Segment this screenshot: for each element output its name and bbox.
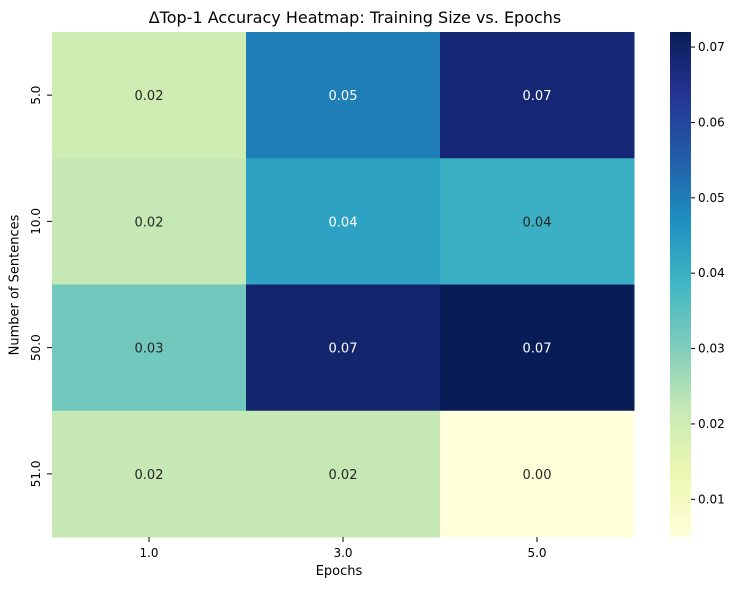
- heatmap-cell: [440, 158, 635, 285]
- heatmap-cell: [52, 284, 247, 412]
- cell-annotation: 0.02: [135, 89, 164, 104]
- colorbar-tick-label: 0.01: [698, 492, 725, 506]
- heatmap-cell: [52, 32, 247, 159]
- heatmap-cell: [440, 410, 635, 538]
- y-tick-label: 10.0: [29, 208, 43, 235]
- y-tick-label: 51.0: [29, 461, 43, 488]
- cell-annotation: 0.02: [135, 468, 164, 483]
- cell-annotation: 0.07: [523, 89, 552, 104]
- heatmap-cell: [246, 410, 441, 538]
- y-tick-label: 5.0: [29, 86, 43, 105]
- cell-annotation: 0.04: [523, 215, 552, 230]
- x-axis-label: Epochs: [315, 564, 363, 579]
- x-tick-label: 5.0: [527, 546, 546, 560]
- y-tick-label: 50.0: [29, 334, 43, 361]
- colorbar: 0.01 0.02 0.03 0.04 0.05 0.06 0.07: [670, 32, 725, 537]
- heatmap-cell: [440, 284, 635, 412]
- x-tick-label: 3.0: [333, 546, 352, 560]
- cell-annotation: 0.03: [135, 342, 164, 357]
- cell-annotation: 0.02: [329, 468, 358, 483]
- cell-annotation: 0.02: [135, 215, 164, 230]
- heatmap-cells: 0.02 0.05 0.07 0.02 0.04 0.04 0.03 0.07 0.07 0.02…: [52, 32, 635, 538]
- heatmap-cell: [246, 284, 441, 412]
- heatmap-cell: [246, 158, 441, 285]
- cell-annotation: 0.00: [523, 468, 552, 483]
- cell-annotation: 0.04: [329, 215, 358, 230]
- cell-annotation: 0.05: [329, 89, 358, 104]
- y-axis: 5.0 10.0 50.0 51.0: [29, 86, 52, 488]
- colorbar-gradient: [670, 32, 691, 537]
- x-axis: 1.0 3.0 5.0: [139, 537, 547, 560]
- heatmap-cell: [52, 410, 247, 538]
- cell-annotation: 0.07: [329, 342, 358, 357]
- colorbar-tick-label: 0.07: [698, 40, 725, 54]
- chart-title: ΔTop-1 Accuracy Heatmap: Training Size v…: [148, 8, 562, 27]
- heatmap-cell: [246, 32, 441, 159]
- colorbar-tick-label: 0.04: [698, 266, 725, 280]
- cell-annotation: 0.07: [523, 342, 552, 357]
- heatmap-cell: [440, 32, 635, 159]
- heatmap-cell: [52, 158, 247, 285]
- colorbar-tick-label: 0.05: [698, 191, 725, 205]
- colorbar-tick-label: 0.06: [698, 115, 725, 129]
- x-tick-label: 1.0: [139, 546, 158, 560]
- colorbar-tick-label: 0.02: [698, 417, 725, 431]
- y-axis-label: Number of Sentences: [7, 214, 23, 356]
- colorbar-tick-label: 0.03: [698, 342, 725, 356]
